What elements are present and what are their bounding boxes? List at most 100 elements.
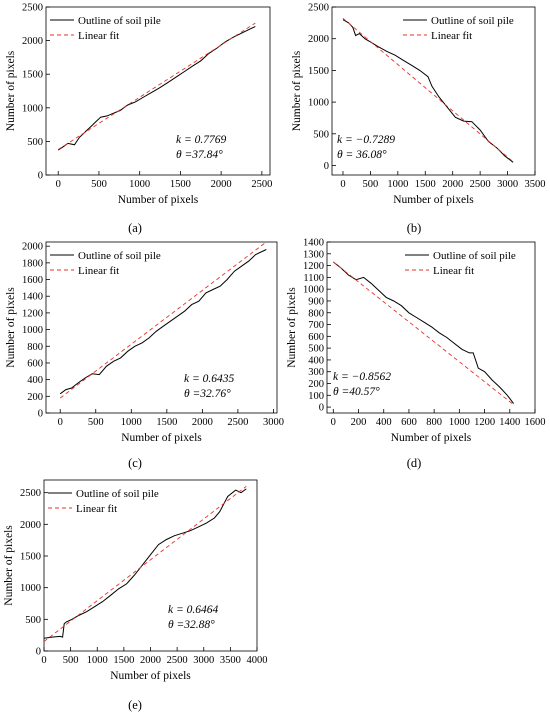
soil-pile-outline-line xyxy=(44,488,247,639)
x-tick-label: 0 xyxy=(58,417,63,428)
linear-fit-line xyxy=(44,485,247,642)
x-axis-label: Number of pixels xyxy=(393,194,474,206)
y-tick-label: 1400 xyxy=(303,238,324,249)
y-axis-label: Number of pixels xyxy=(5,287,17,368)
legend-label-fit: Linear fit xyxy=(433,265,474,277)
y-axis-label: Number of pixels xyxy=(5,50,17,131)
angle-annotation: θ =40.57° xyxy=(333,386,380,398)
y-tick-label: 2000 xyxy=(22,36,43,47)
x-tick-label: 3500 xyxy=(525,179,546,190)
legend-label-fit: Linear fit xyxy=(78,30,119,42)
x-tick-label: 500 xyxy=(63,655,79,666)
y-tick-label: 0 xyxy=(38,409,43,420)
y-tick-label: 1000 xyxy=(22,103,43,114)
panel-caption: (d) xyxy=(407,456,422,470)
legend-label-outline: Outline of soil pile xyxy=(76,488,159,500)
x-tick-label: 0 xyxy=(340,179,345,190)
y-tick-label: 1100 xyxy=(303,273,324,284)
y-tick-label: 2000 xyxy=(20,520,41,531)
y-tick-label: 1000 xyxy=(303,285,324,296)
x-tick-label: 1600 xyxy=(525,417,546,428)
x-tick-label: 3000 xyxy=(263,417,284,428)
x-tick-label: 2500 xyxy=(167,655,188,666)
x-tick-label: 1500 xyxy=(156,417,177,428)
y-tick-label: 600 xyxy=(27,358,43,369)
legend-label-outline: Outline of soil pile xyxy=(78,250,161,262)
x-tick-label: 1000 xyxy=(449,417,470,428)
x-tick-label: 2000 xyxy=(192,417,213,428)
linear-fit-line xyxy=(59,242,267,399)
x-tick-label: 2000 xyxy=(140,655,161,666)
x-tick-label: 3500 xyxy=(220,655,241,666)
chart-panel-4: 0 200 400 600 800 1000 1200 1400 160001002003004… xyxy=(286,238,546,471)
x-tick-label: 500 xyxy=(91,179,107,190)
x-tick-label: 1500 xyxy=(113,655,134,666)
linear-fit-line xyxy=(333,261,514,406)
legend-label-outline: Outline of soil pile xyxy=(433,250,516,262)
x-tick-label: 1400 xyxy=(499,417,520,428)
plot-frame xyxy=(45,241,278,414)
x-tick-label: 800 xyxy=(426,417,442,428)
legend-label-outline: Outline of soil pile xyxy=(78,15,161,27)
y-tick-label: 2500 xyxy=(22,3,43,14)
soil-pile-outline-line xyxy=(342,19,514,163)
linear-fit-line xyxy=(342,18,514,163)
y-tick-label: 0 xyxy=(319,403,324,414)
chart-panel-2: 0 500 1000 1500 2000 2500 3000 3500 0 500 1000 1500… xyxy=(291,3,546,236)
angle-annotation: θ = 36.08° xyxy=(337,149,387,161)
angle-annotation: θ =32.88° xyxy=(168,619,215,631)
x-tick-label: 1000 xyxy=(87,655,108,666)
x-tick-label: 0 xyxy=(331,417,336,428)
y-axis-label: Number of pixels xyxy=(3,525,15,606)
x-tick-label: 500 xyxy=(88,417,104,428)
x-axis-label: Number of pixels xyxy=(118,194,199,206)
x-axis-label: Number of pixels xyxy=(121,432,202,444)
y-tick-label: 1300 xyxy=(303,249,324,260)
x-tick-label: 1000 xyxy=(121,417,142,428)
y-tick-label: 1500 xyxy=(20,552,41,563)
slope-annotation: k = −0.8562 xyxy=(333,371,391,383)
x-tick-label: 2500 xyxy=(227,417,248,428)
x-tick-label: 1000 xyxy=(129,179,150,190)
slope-annotation: k = 0.7769 xyxy=(176,134,226,146)
x-axis-label: Number of pixels xyxy=(110,670,191,682)
x-tick-label: 0 xyxy=(56,179,61,190)
y-tick-label: 300 xyxy=(308,367,324,378)
y-tick-label: 700 xyxy=(308,320,324,331)
x-tick-label: 2500 xyxy=(470,179,491,190)
x-tick-label: 200 xyxy=(351,417,367,428)
y-tick-label: 2000 xyxy=(308,34,329,45)
panel-caption: (e) xyxy=(128,698,142,712)
y-tick-label: 1400 xyxy=(22,292,43,303)
x-tick-label: 1200 xyxy=(474,417,495,428)
x-tick-label: 3000 xyxy=(497,179,518,190)
y-tick-label: 100 xyxy=(308,391,324,402)
x-axis-label: Number of pixels xyxy=(391,432,472,444)
y-tick-label: 400 xyxy=(308,355,324,366)
plot-frame xyxy=(331,6,536,176)
plot-frame xyxy=(45,6,271,176)
y-tick-label: 1000 xyxy=(308,98,329,109)
x-tick-label: 400 xyxy=(376,417,392,428)
x-tick-label: 500 xyxy=(363,179,379,190)
angle-annotation: θ =37.84° xyxy=(176,149,223,161)
x-tick-label: 4000 xyxy=(247,655,268,666)
y-tick-label: 200 xyxy=(308,379,324,390)
y-tick-label: 800 xyxy=(27,342,43,353)
y-axis-label: Number of pixels xyxy=(291,50,303,131)
x-tick-label: 2000 xyxy=(442,179,463,190)
y-tick-label: 600 xyxy=(308,332,324,343)
chart-panel-5: 0 500 1000 1500 2000 2500 3000 3500 4000 0 500 1000… xyxy=(3,479,268,712)
y-tick-label: 2500 xyxy=(308,3,329,14)
y-tick-label: 500 xyxy=(308,344,324,355)
y-axis-label: Number of pixels xyxy=(286,287,298,368)
slope-annotation: k = −0.7289 xyxy=(337,134,395,146)
soil-pile-outline-line xyxy=(332,261,514,404)
y-tick-label: 2000 xyxy=(22,242,43,253)
soil-pile-outline-line xyxy=(57,26,256,151)
legend-label-fit: Linear fit xyxy=(78,265,119,277)
y-tick-label: 500 xyxy=(313,129,329,140)
y-tick-label: 1800 xyxy=(22,258,43,269)
panel-caption: (b) xyxy=(407,221,422,235)
